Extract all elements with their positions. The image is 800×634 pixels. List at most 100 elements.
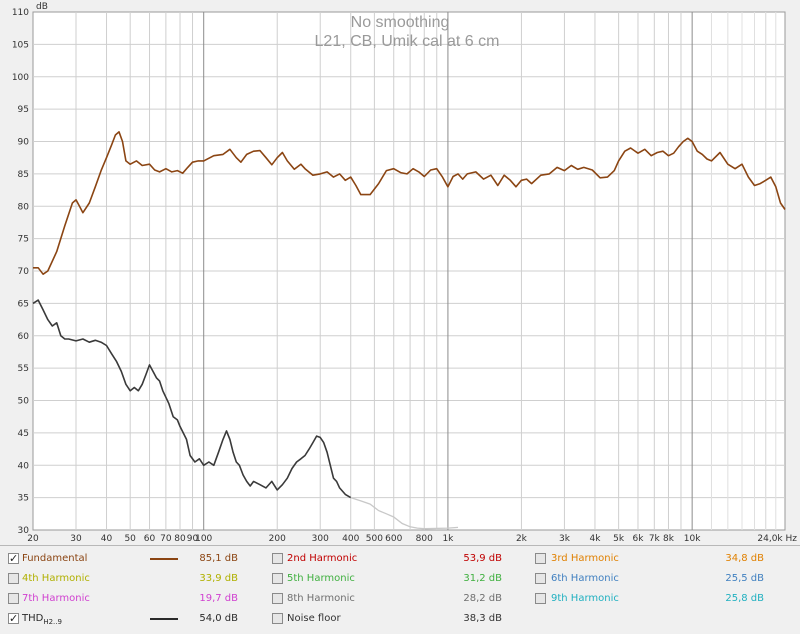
thd-line [32, 299, 352, 499]
grid-minor [33, 12, 785, 530]
legend-value: 38,3 dB [463, 613, 502, 624]
legend-value: 54,0 dB [199, 613, 238, 624]
legend-label: 7th Harmonic [22, 593, 90, 604]
legend-label: 5th Harmonic [287, 573, 355, 584]
y-tick-label: 85 [18, 170, 29, 180]
legend-label: Noise floor [287, 613, 341, 624]
x-tick-label: 100 [195, 534, 212, 544]
x-tick-label: 50 [124, 534, 136, 544]
legend-item: Fundamental 85,1 dB [0, 549, 800, 569]
x-tick-label: 600 [385, 534, 402, 544]
x-tick-label: 4k [589, 534, 601, 544]
y-tick-label: 55 [18, 364, 29, 374]
x-tick-label: 3k [559, 534, 571, 544]
legend-value: 34,8 dB [725, 553, 764, 564]
legend-checkbox[interactable] [8, 609, 19, 629]
x-tick-label: 6k [632, 534, 644, 544]
y-tick-label: 30 [18, 526, 30, 536]
legend-label-subscript: H2..9 [43, 618, 62, 626]
x-tick-label: 200 [269, 534, 286, 544]
legend-checkbox[interactable] [272, 613, 283, 624]
legend-checkbox[interactable] [272, 593, 283, 604]
y-tick-label: 70 [18, 267, 30, 277]
legend-checkbox[interactable] [535, 593, 546, 604]
x-tick-label: 7k [649, 534, 661, 544]
y-tick-label: 45 [18, 429, 29, 439]
legend-value: 85,1 dB [199, 553, 238, 564]
legend-item: 8th Harmonic 28,2 dB [0, 589, 800, 609]
x-tick-label: 10k [684, 534, 701, 544]
y-tick-label: 40 [18, 461, 30, 471]
y-tick-label: 90 [18, 138, 30, 148]
legend-label: 8th Harmonic [287, 593, 355, 604]
x-tick-label: 70 [160, 534, 172, 544]
x-tick-label: 24,0k Hz [757, 534, 797, 544]
legend-label: 4th Harmonic [22, 573, 90, 584]
legend-value: 31,2 dB [463, 573, 502, 584]
fundamental-line [33, 131, 786, 275]
legend-item: 5th Harmonic 31,2 dB [0, 569, 800, 589]
y-tick-label: 105 [12, 40, 29, 50]
x-tick-label: 400 [342, 534, 359, 544]
legend-swatch [150, 558, 178, 560]
y-tick-label: 100 [12, 73, 29, 83]
y-tick-label: 65 [18, 299, 29, 309]
legend-item: 9th Harmonic 25,8 dB [0, 589, 800, 609]
legend-label: 3rd Harmonic [551, 553, 619, 564]
y-tick-label: 95 [18, 105, 29, 115]
x-tick-label: 8k [663, 534, 675, 544]
y-tick-label: 50 [18, 397, 30, 407]
y-tick-label: 60 [18, 332, 30, 342]
legend-label: THDH2..9 [22, 613, 62, 626]
legend-checkbox[interactable] [8, 549, 19, 569]
legend-item: 4th Harmonic 33,9 dB [0, 569, 800, 589]
grid-major [203, 12, 693, 530]
legend-row: 7th Harmonic 19,7 dB 8th Harmonic 28,2 dB 9t… [0, 589, 800, 609]
chart-subtitle: L21, CB, Umik cal at 6 cm [315, 33, 500, 50]
y-axis-label: dB [36, 2, 48, 12]
legend-checkbox[interactable] [8, 573, 19, 584]
x-tick-label: 5k [613, 534, 625, 544]
x-tick-label: 300 [312, 534, 329, 544]
x-tick-label: 40 [101, 534, 113, 544]
x-tick-label: 30 [70, 534, 82, 544]
legend-row: THDH2..9 54,0 dB Noise floor 38,3 dB [0, 609, 800, 629]
legend-checkbox[interactable] [535, 553, 546, 564]
x-tick-label: 1k [442, 534, 454, 544]
x-tick-label: 90 [187, 534, 199, 544]
frequency-response-chart: 30 35 40 45 50 55 60 65 70 75 80 85 90 95 100 105 110 20… [12, 2, 797, 544]
x-tick-label: 800 [416, 534, 433, 544]
y-tick-label: 80 [18, 202, 30, 212]
legend-item: 7th Harmonic 19,7 dB [0, 589, 800, 609]
legend-label: 6th Harmonic [551, 573, 619, 584]
legend-label: 2nd Harmonic [287, 553, 358, 564]
legend-row: 4th Harmonic 33,9 dB 5th Harmonic 31,2 dB 6t… [0, 569, 800, 589]
x-tick-label: 80 [174, 534, 186, 544]
legend-item: Noise floor 38,3 dB [0, 609, 800, 629]
x-tick-label: 500 [366, 534, 383, 544]
legend-item: 3rd Harmonic 34,8 dB [0, 549, 800, 569]
legend-value: 19,7 dB [199, 593, 238, 604]
y-axis-ticks: 30 35 40 45 50 55 60 65 70 75 80 85 90 95 100 105 110 [12, 8, 29, 536]
x-tick-label: 2k [516, 534, 528, 544]
y-tick-label: 110 [12, 8, 29, 18]
legend-checkbox[interactable] [8, 593, 19, 604]
legend-label: Fundamental [22, 553, 88, 564]
legend-checkbox[interactable] [272, 573, 283, 584]
x-tick-label: 60 [144, 534, 156, 544]
legend-item: 2nd Harmonic 53,9 dB [0, 549, 800, 569]
legend-item: 6th Harmonic 25,5 dB [0, 569, 800, 589]
legend-checkbox[interactable] [272, 553, 283, 564]
legend-value: 28,2 dB [463, 593, 502, 604]
x-tick-label: 20 [27, 534, 39, 544]
legend-label: 9th Harmonic [551, 593, 619, 604]
legend-checkbox[interactable] [535, 573, 546, 584]
legend-value: 25,5 dB [725, 573, 764, 584]
legend-value: 25,8 dB [725, 593, 764, 604]
y-tick-label: 75 [18, 235, 29, 245]
chart-title: No smoothing [351, 14, 450, 31]
legend-value: 53,9 dB [463, 553, 502, 564]
